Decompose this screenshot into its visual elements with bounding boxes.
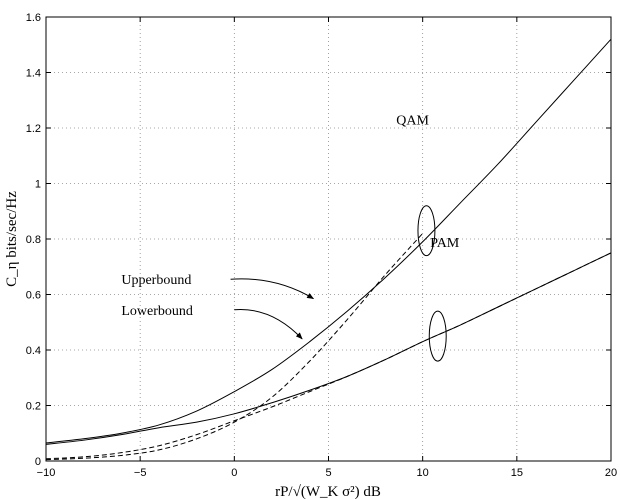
y-tick-label: 1.2 <box>26 123 41 135</box>
x-tick-label: 10 <box>417 467 429 479</box>
x-tick-label: 20 <box>605 467 617 479</box>
y-tick-label: 1 <box>35 179 41 191</box>
y-axis-label: C_η bits/sec/Hz <box>4 191 20 287</box>
tick-marks: −10 −5 0 5 10 15 20 0 0.2 0.4 0.6 0.8 1 1.2 1.4 1.6 <box>26 12 617 479</box>
y-tick-label: 1.6 <box>26 12 41 24</box>
annotations: QAM PAM Upperbound Lowerbound <box>121 114 460 362</box>
y-tick-label: 0.4 <box>26 345 41 357</box>
series-line-qam-upperbound <box>45 38 612 444</box>
y-tick-label: 0.8 <box>26 234 41 246</box>
series-line-qam-lowerbound <box>45 233 424 461</box>
x-tick-label: 5 <box>325 467 331 479</box>
annotation-qam-label: QAM <box>396 114 429 129</box>
annotation-pam-label: PAM <box>430 236 460 251</box>
x-tick-label: −10 <box>37 467 56 479</box>
series-line-pam-upperbound <box>45 252 612 445</box>
annotation-qam-ellipse <box>417 205 436 257</box>
x-tick-label: 0 <box>231 467 237 479</box>
series-group <box>45 38 612 461</box>
y-tick-label: 0 <box>35 456 41 468</box>
x-tick-label: 15 <box>511 467 523 479</box>
x-axis-label: rP/√(W_K σ²) dB <box>275 484 381 500</box>
annotation-upperbound-label: Upperbound <box>121 273 191 288</box>
gridlines <box>46 17 611 461</box>
y-tick-label: 0.2 <box>26 401 41 413</box>
y-tick-label: 1.4 <box>26 68 41 80</box>
annotation-pam-ellipse <box>428 310 447 362</box>
y-tick-label: 0.6 <box>26 290 41 302</box>
annotation-upperbound-arrow <box>230 278 315 300</box>
annotation-lowerbound-label: Lowerbound <box>121 304 193 319</box>
x-tick-label: −5 <box>134 467 147 479</box>
annotation-lowerbound-arrow <box>234 309 303 340</box>
